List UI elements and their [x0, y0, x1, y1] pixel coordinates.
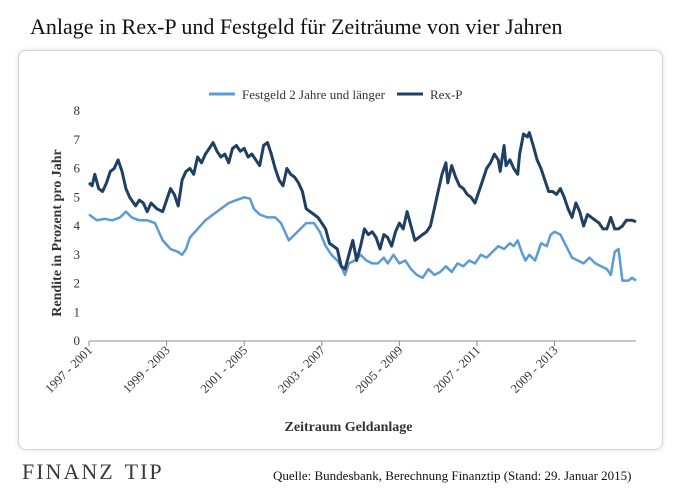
logo-tip: TIP [124, 459, 164, 484]
series-line-festgeld [88, 196, 637, 282]
y-tick-label: 3 [74, 247, 81, 262]
x-axis-title: Zeitraum Geldanlage [285, 420, 413, 435]
y-tick-label: 8 [74, 103, 81, 118]
y-tick-label: 7 [74, 132, 81, 147]
logo-finanz: FINANZ [22, 459, 115, 484]
x-tick-label: 2001 - 2005 [198, 343, 251, 396]
x-tick-label: 2003 - 2007 [275, 343, 328, 396]
chart-panel: 0 1 2 3 4 5 6 7 8 1997 - 2001 1999 - 2003 2001 - 20… [18, 50, 663, 450]
x-tick-label: 2007 - 2011 [431, 343, 483, 395]
y-tick-label: 4 [74, 218, 81, 233]
line-chart: 0 1 2 3 4 5 6 7 8 1997 - 2001 1999 - 2003 2001 - 20… [42, 87, 637, 435]
y-axis-title: Rendite in Prozent pro Jahr [50, 149, 65, 316]
finanztip-logo: FINANZ TIP [22, 459, 164, 485]
y-tick-label: 2 [74, 276, 81, 291]
x-tick-label: 1997 - 2001 [42, 343, 95, 396]
legend-label: Rex-P [430, 87, 463, 102]
y-tick-label: 0 [74, 333, 81, 348]
series-line-rexp [87, 131, 637, 271]
source-note: Quelle: Bundesbank, Berechnung Finanztip… [273, 468, 632, 483]
x-tick-label: 2005 - 2009 [353, 343, 406, 396]
x-tick-label: 2009 - 2013 [508, 343, 561, 396]
y-tick-label: 1 [74, 304, 81, 319]
x-tick-label: 1999 - 2003 [120, 343, 173, 396]
y-tick-label: 5 [74, 189, 81, 204]
legend-label: Festgeld 2 Jahre und länger [242, 87, 386, 102]
y-tick-label: 6 [74, 161, 81, 176]
chart-title: Anlage in Rex-P und Festgeld für Zeiträu… [30, 14, 563, 39]
